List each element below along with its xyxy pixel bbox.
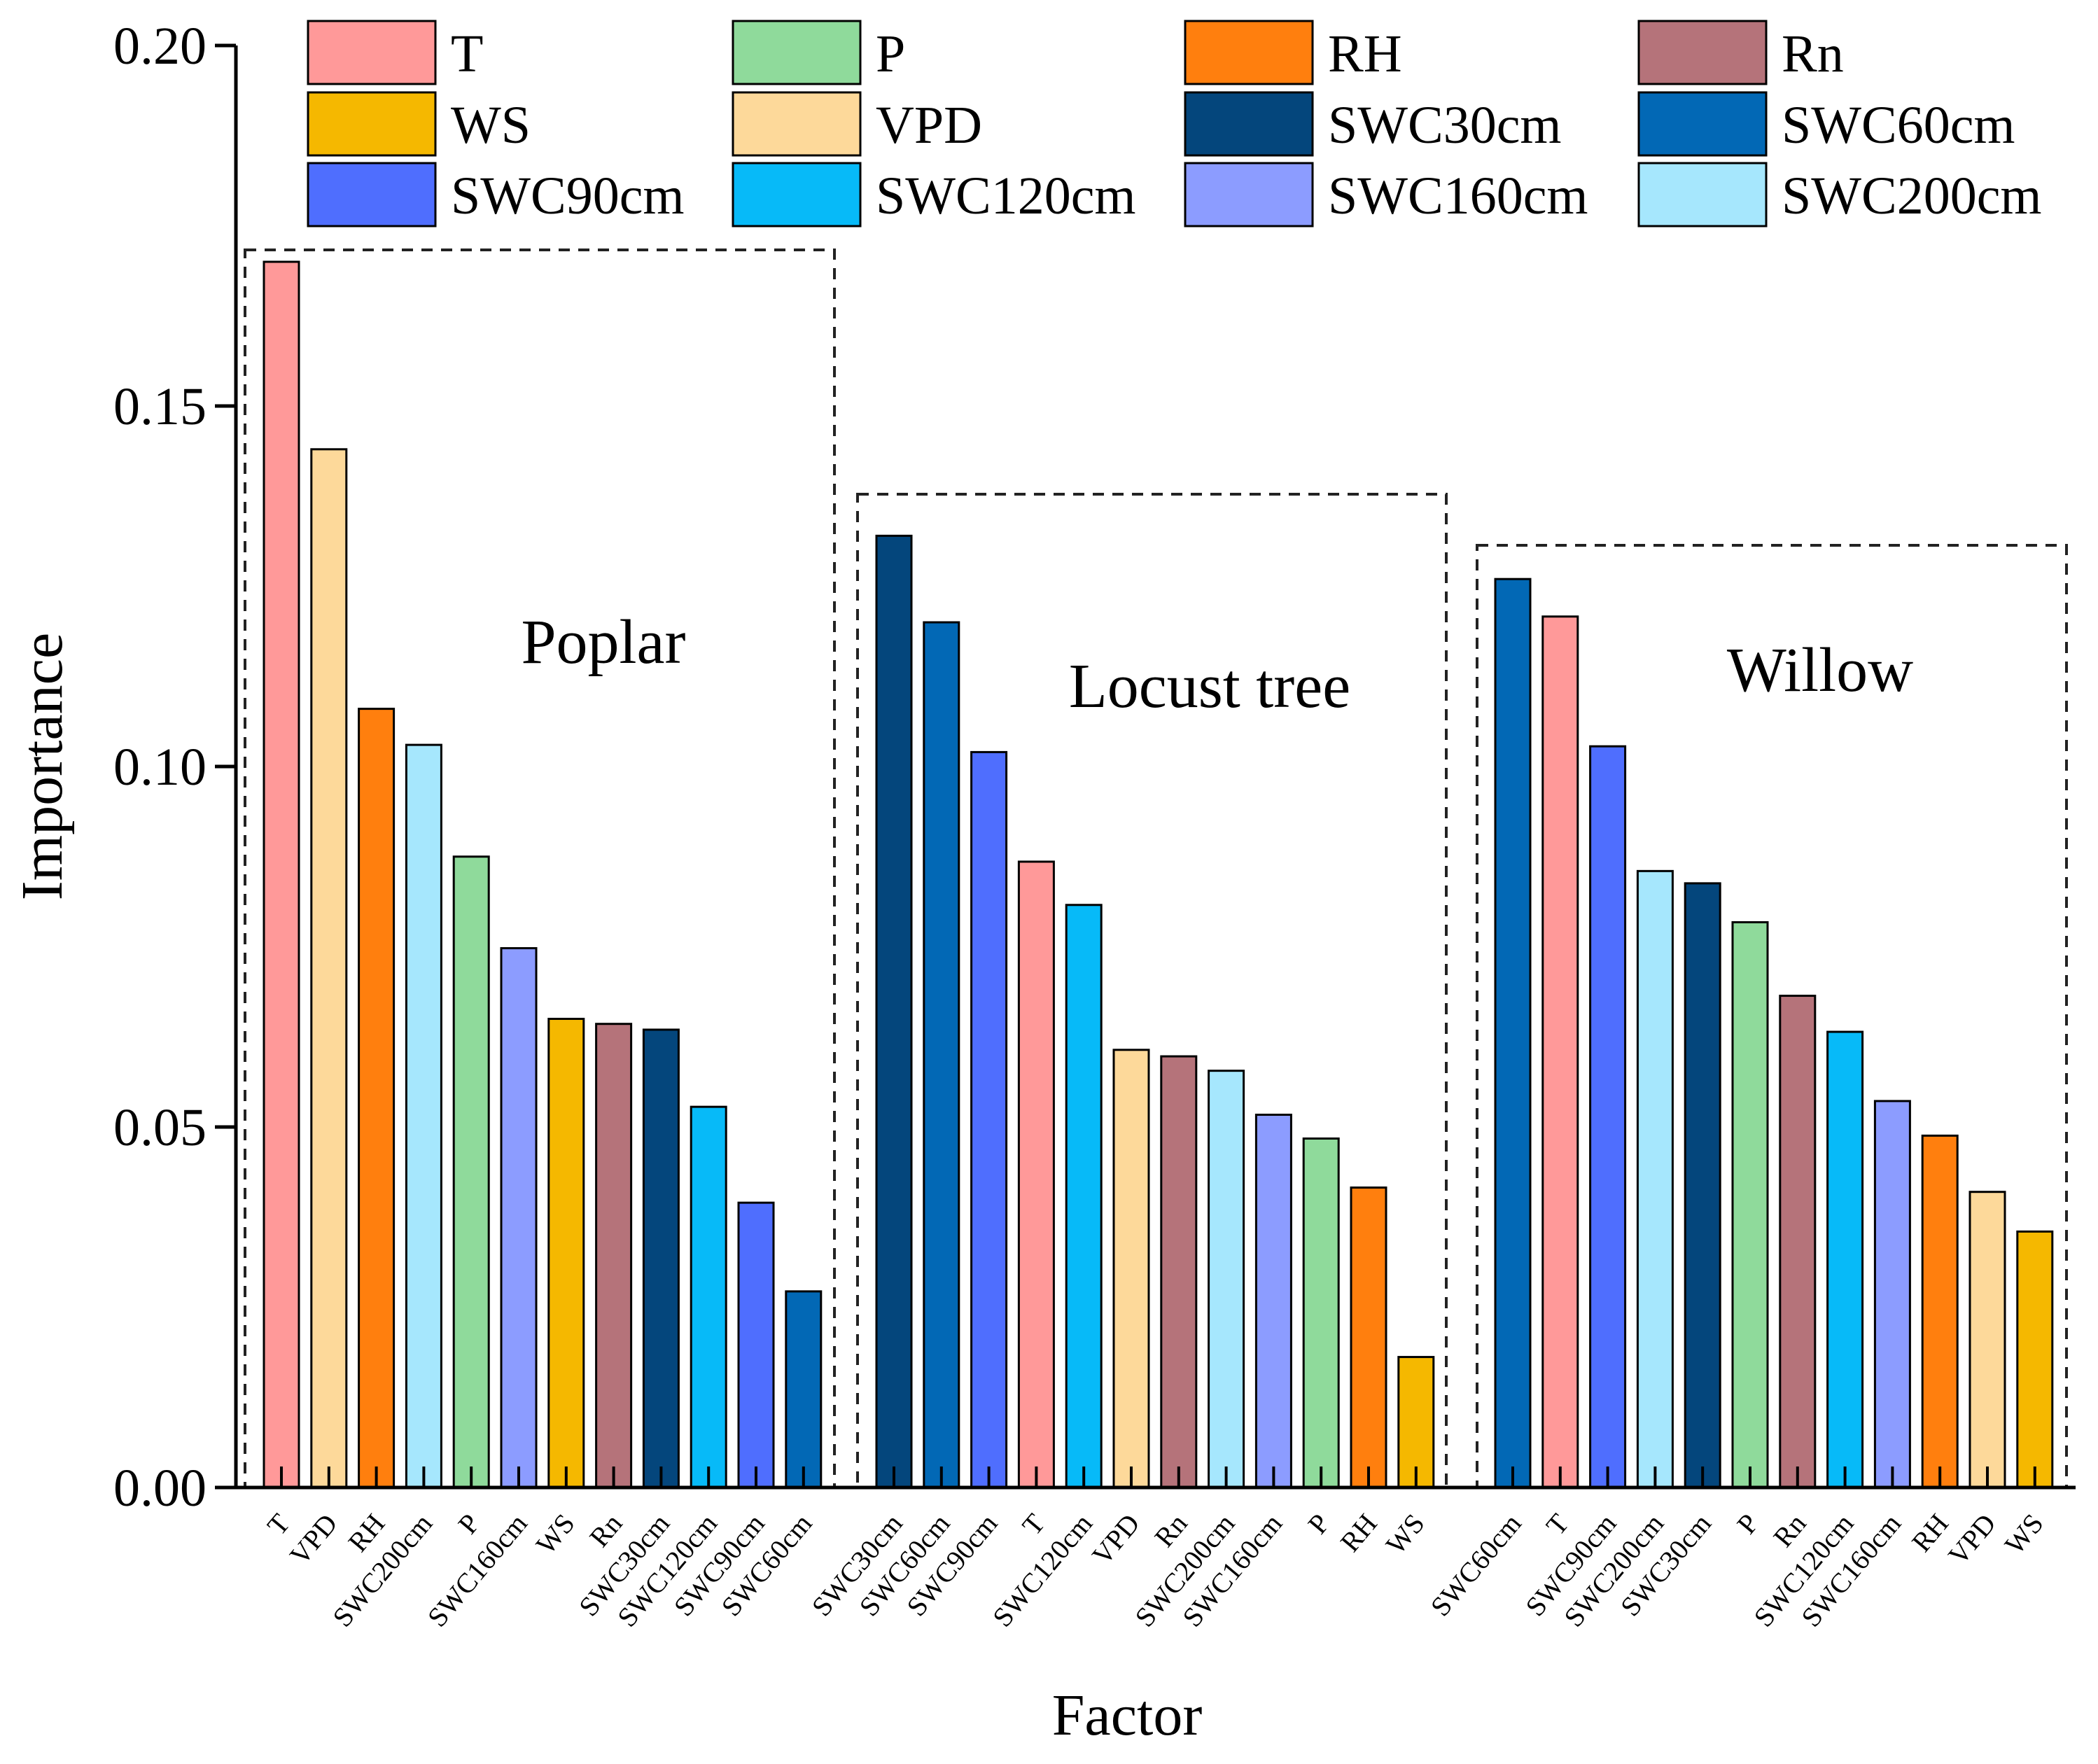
y-tick-label: 0.10 bbox=[113, 738, 207, 797]
bar-willow-swc30cm bbox=[1684, 882, 1721, 1489]
x-tick-label: P bbox=[1301, 1508, 1336, 1540]
bar-willow-swc160cm bbox=[1873, 1100, 1911, 1489]
y-tick-label: 0.00 bbox=[113, 1459, 207, 1518]
x-tick-label: T bbox=[1540, 1508, 1575, 1541]
x-tick-label: RH bbox=[1334, 1508, 1383, 1558]
bar-locust-tree-t bbox=[1017, 860, 1055, 1489]
bar-locust-tree-ws bbox=[1397, 1356, 1435, 1489]
bar-locust-tree-swc30cm bbox=[875, 534, 913, 1489]
legend-label-p: P bbox=[876, 24, 905, 83]
bar-willow-t bbox=[1541, 615, 1579, 1489]
bar-poplar-rh bbox=[358, 708, 396, 1489]
legend-swatch-p bbox=[732, 20, 862, 85]
legend-label-swc90cm: SWC90cm bbox=[451, 167, 685, 225]
bar-willow-rh bbox=[1921, 1134, 1959, 1489]
group-label-poplar: Poplar bbox=[522, 608, 686, 677]
bar-locust-tree-rh bbox=[1350, 1186, 1387, 1489]
bars bbox=[263, 260, 2054, 1489]
x-axis-title: Factor bbox=[1052, 1683, 1203, 1748]
x-tick-label: VPD bbox=[284, 1508, 344, 1571]
bar-willow-ws bbox=[2016, 1230, 2054, 1489]
legend-swatch-swc60cm bbox=[1637, 91, 1768, 157]
bar-poplar-ws bbox=[547, 1018, 585, 1489]
legend-swatch-swc90cm bbox=[307, 162, 437, 227]
axes bbox=[215, 43, 2076, 1490]
x-tick-label: P bbox=[1730, 1508, 1765, 1540]
legend-label-swc30cm: SWC30cm bbox=[1328, 96, 1562, 155]
legend-label-swc200cm: SWC200cm bbox=[1782, 167, 2042, 225]
bar-poplar-swc160cm bbox=[500, 947, 538, 1489]
bar-locust-tree-swc90cm bbox=[970, 750, 1008, 1489]
bar-willow-swc120cm bbox=[1826, 1030, 1864, 1489]
legend-label-swc120cm: SWC120cm bbox=[876, 167, 1136, 225]
x-tick-label: VPD bbox=[1942, 1508, 2002, 1571]
x-tick-label: T bbox=[261, 1508, 296, 1541]
legend-swatch-rh bbox=[1184, 20, 1314, 85]
bar-locust-tree-swc120cm bbox=[1065, 904, 1103, 1489]
bar-poplar-swc120cm bbox=[690, 1105, 727, 1489]
x-tick-label: WS bbox=[1999, 1508, 2050, 1560]
group-box-locust-tree bbox=[856, 493, 1448, 1489]
legend-swatch-ws bbox=[307, 91, 437, 157]
x-tick-label: VPD bbox=[1086, 1508, 1146, 1571]
x-tick-label: T bbox=[1016, 1508, 1051, 1541]
bar-poplar-rn bbox=[595, 1023, 633, 1489]
legend-swatch-swc30cm bbox=[1184, 91, 1314, 157]
group-label-willow: Willow bbox=[1727, 636, 1913, 705]
legend-swatch-swc200cm bbox=[1637, 162, 1768, 227]
bar-poplar-swc200cm bbox=[405, 743, 442, 1489]
group-label-locust-tree: Locust tree bbox=[1069, 652, 1350, 721]
bar-willow-p bbox=[1731, 920, 1769, 1489]
bar-locust-tree-vpd bbox=[1112, 1049, 1150, 1489]
legend-swatch-vpd bbox=[732, 91, 862, 157]
bar-locust-tree-swc160cm bbox=[1254, 1113, 1292, 1489]
bar-poplar-t bbox=[263, 260, 300, 1489]
bar-willow-swc200cm bbox=[1636, 869, 1674, 1489]
legend-swatch-t bbox=[307, 20, 437, 85]
bar-locust-tree-swc200cm bbox=[1208, 1070, 1245, 1489]
bar-willow-swc90cm bbox=[1589, 745, 1627, 1489]
y-axis-title: Importance bbox=[10, 633, 75, 900]
y-tick-label: 0.15 bbox=[113, 377, 207, 436]
legend-swatch-rn bbox=[1637, 20, 1768, 85]
legend-label-swc160cm: SWC160cm bbox=[1328, 167, 1588, 225]
bar-willow-swc60cm bbox=[1494, 578, 1532, 1489]
x-tick-label: SWC60cm bbox=[1425, 1508, 1527, 1622]
bar-locust-tree-rn bbox=[1160, 1055, 1198, 1489]
legend-label-vpd: VPD bbox=[876, 96, 982, 155]
bar-willow-rn bbox=[1779, 995, 1817, 1489]
y-tick-label: 0.05 bbox=[113, 1098, 207, 1157]
y-tick-label: 0.20 bbox=[113, 17, 207, 76]
legend-label-rh: RH bbox=[1328, 24, 1402, 83]
x-tick-label: WS bbox=[530, 1508, 581, 1560]
bar-locust-tree-p bbox=[1302, 1137, 1340, 1489]
legend-swatch-swc120cm bbox=[732, 162, 862, 227]
legend-label-t: T bbox=[451, 24, 483, 83]
legend-label-swc60cm: SWC60cm bbox=[1782, 96, 2015, 155]
bar-poplar-swc90cm bbox=[737, 1201, 775, 1489]
legend-label-rn: Rn bbox=[1782, 24, 1844, 83]
x-tick-label: P bbox=[452, 1508, 486, 1540]
legend-label-ws: WS bbox=[451, 96, 531, 155]
bar-poplar-swc60cm bbox=[785, 1290, 823, 1489]
legend: T P RH Rn WS VPD SWC30cm SWC60cm SWC90cm SWC120cm… bbox=[307, 20, 2042, 227]
x-tick-label: WS bbox=[1380, 1508, 1431, 1560]
legend-swatch-swc160cm bbox=[1184, 162, 1314, 227]
bar-poplar-p bbox=[452, 855, 490, 1489]
bar-locust-tree-swc60cm bbox=[923, 621, 960, 1489]
bar-poplar-vpd bbox=[310, 448, 348, 1489]
bar-willow-vpd bbox=[1968, 1191, 2006, 1489]
bar-poplar-swc30cm bbox=[642, 1028, 680, 1489]
